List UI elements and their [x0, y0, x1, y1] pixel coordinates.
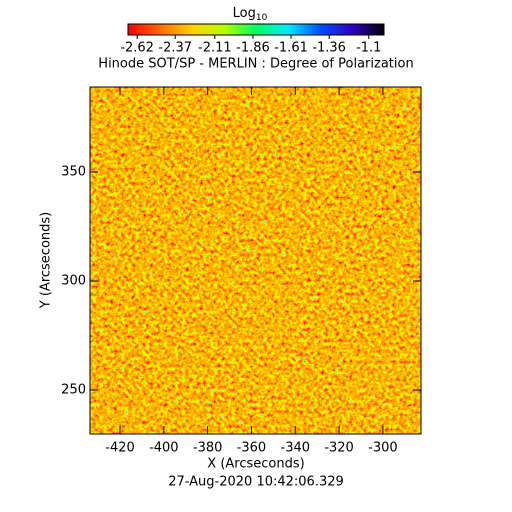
plot-frame	[89, 86, 422, 435]
colorbar	[127, 23, 385, 36]
date-label: 27-Aug-2020 10:42:06.329	[168, 475, 344, 490]
colorbar-tick-label: -2.11	[198, 41, 232, 56]
colorbar-tick-label: -1.1	[356, 41, 381, 56]
x-tick-label: -380	[193, 441, 223, 456]
heatmap-image	[90, 87, 421, 434]
colorbar-tick-label: -1.36	[312, 41, 346, 56]
colorbar-tick-label: -2.37	[158, 41, 192, 56]
x-tick-label: -340	[281, 441, 311, 456]
x-tick-label: -320	[324, 441, 354, 456]
y-axis-label: Y (Arcseconds)	[39, 212, 54, 309]
colorbar-label: Log10	[233, 6, 268, 23]
x-axis-label: X (Arcseconds)	[207, 457, 304, 472]
colorbar-tick-label: -1.61	[274, 41, 308, 56]
y-tick-label: 250	[61, 382, 86, 397]
x-tick-label: -420	[105, 441, 135, 456]
y-tick-label: 350	[61, 165, 86, 180]
x-tick-label: -360	[237, 441, 267, 456]
colorbar-tick-label: -1.86	[236, 41, 270, 56]
x-tick-label: -400	[149, 441, 179, 456]
colorbar-label-base: Log	[233, 6, 256, 21]
colorbar-tick-label: -2.62	[120, 41, 154, 56]
y-tick-label: 300	[61, 273, 86, 288]
chart-title: Hinode SOT/SP - MERLIN : Degree of Polar…	[98, 57, 413, 72]
colorbar-label-sub: 10	[256, 13, 268, 23]
x-tick-label: -300	[368, 441, 398, 456]
